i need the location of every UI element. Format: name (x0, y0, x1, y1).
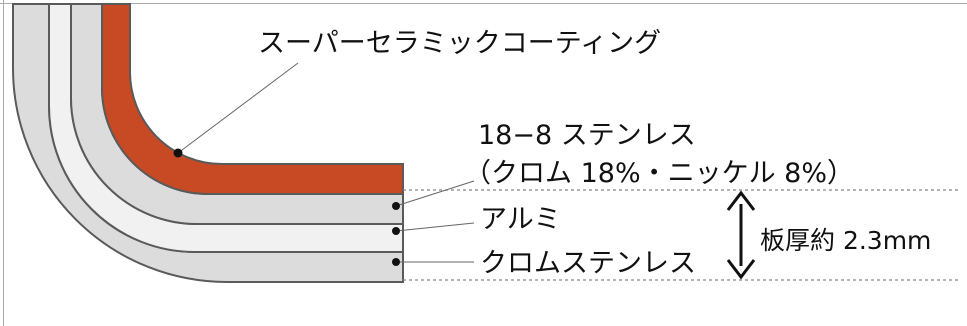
stainless-marker-dot (392, 202, 400, 210)
coating-label: スーパーセラミックコーティング (258, 28, 661, 59)
stainless-label-line1: 18−8 ステンレス (478, 120, 696, 151)
stainless-label-line2: （クロム 18%・ニッケル 8%） (464, 158, 854, 189)
aluminum-leader-line (395, 222, 475, 232)
ceramic-coating-layer (101, 3, 404, 195)
chrome-stainless-marker-dot (392, 258, 400, 266)
pan-wall-layers (12, 3, 404, 283)
thickness-label: 板厚約 2.3mm (760, 226, 931, 255)
coating-leader-line (177, 62, 299, 154)
thickness-arrow (726, 190, 756, 280)
aluminum-marker-dot (392, 227, 400, 235)
coating-marker-dot (173, 148, 183, 158)
stainless-leader-line (395, 180, 475, 207)
chrome-stainless-label: クロムステンレス (480, 248, 696, 279)
aluminum-label: アルミ (480, 204, 561, 235)
